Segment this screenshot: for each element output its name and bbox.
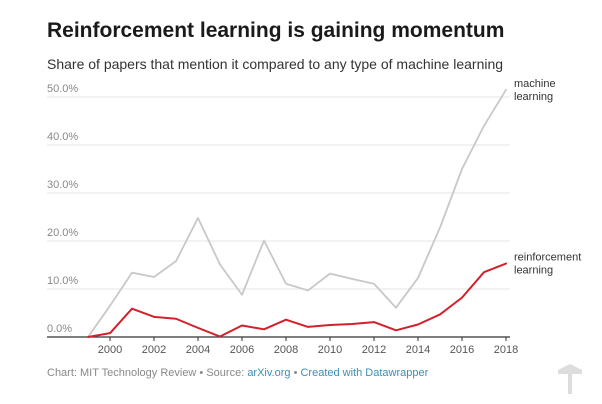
- x-tick-label: 2014: [406, 344, 430, 356]
- x-tick-label: 2016: [450, 344, 474, 356]
- footer-credit: Chart: MIT Technology Review • Source:: [47, 367, 248, 379]
- x-tick-label: 2006: [230, 344, 254, 356]
- machine-learning-label: machine learning: [514, 78, 556, 103]
- y-tick-label: 40.0%: [47, 131, 78, 143]
- footer-separator: •: [290, 367, 301, 379]
- x-tick-label: 2018: [494, 344, 518, 356]
- machine-learning-line: [87, 88, 507, 338]
- y-tick-label: 0.0%: [47, 323, 72, 335]
- x-tick-labels: 2000 2002 2004 2006 2008 2010 2012 2014 2016 2018: [98, 344, 518, 356]
- reinforcement-learning-line: [87, 262, 507, 338]
- x-tick-label: 2002: [142, 344, 166, 356]
- y-tick-label: 50.0%: [47, 83, 78, 95]
- gridlines: [47, 96, 510, 338]
- y-tick-label: 20.0%: [47, 227, 78, 239]
- chart-subtitle: Share of papers that mention it compared…: [47, 56, 504, 72]
- x-tick-marks: [109, 337, 507, 341]
- series-labels: machine learning reinforcement learning: [514, 78, 581, 277]
- chart-footer: Chart: MIT Technology Review • Source: a…: [47, 367, 428, 379]
- series-lines: [87, 88, 507, 338]
- x-tick-label: 2012: [362, 344, 386, 356]
- watermark-logo-icon: [558, 364, 582, 394]
- chart-title: Reinforcement learning is gaining moment…: [47, 19, 505, 42]
- x-tick-label: 2010: [318, 344, 342, 356]
- datawrapper-link[interactable]: Created with Datawrapper: [300, 367, 429, 379]
- y-tick-label: 30.0%: [47, 179, 78, 191]
- reinforcement-learning-label: reinforcement learning: [514, 252, 581, 277]
- source-link[interactable]: arXiv.org: [247, 367, 291, 379]
- y-tick-label: 10.0%: [47, 275, 78, 287]
- x-tick-label: 2000: [98, 344, 122, 356]
- x-tick-label: 2004: [186, 344, 210, 356]
- y-tick-labels: 0.0% 10.0% 20.0% 30.0% 40.0% 50.0%: [47, 83, 78, 335]
- x-tick-label: 2008: [274, 344, 298, 356]
